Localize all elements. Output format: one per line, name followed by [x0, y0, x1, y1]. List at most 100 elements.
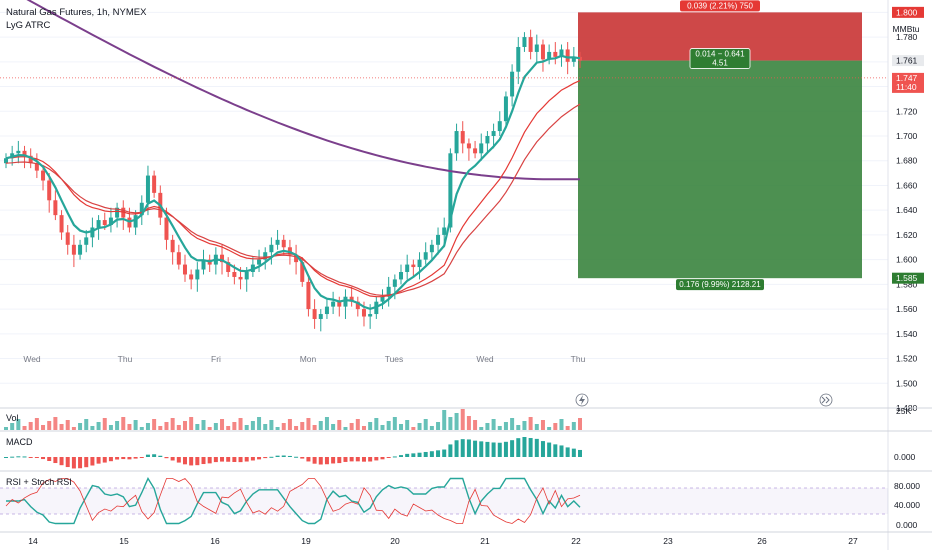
macd-bar: [380, 457, 384, 459]
candle-body: [492, 131, 496, 136]
macd-bar: [109, 457, 113, 461]
macd-bar: [362, 457, 366, 462]
volume-bar: [146, 423, 150, 430]
candle-body: [41, 171, 45, 181]
volume-bar: [362, 426, 366, 430]
volume-bar: [269, 420, 273, 430]
volume-bar: [393, 417, 397, 430]
macd-bar: [541, 441, 545, 457]
volume-bar: [171, 418, 175, 430]
candle-body: [171, 240, 175, 252]
candle-body: [313, 309, 317, 319]
volume-bar: [29, 422, 33, 430]
macd-bar: [300, 457, 304, 459]
volume-bar: [72, 427, 76, 430]
volume-bar: [350, 423, 354, 430]
volume-axis-label: 25K: [896, 406, 911, 416]
macd-bar: [183, 457, 187, 464]
macd-bar: [553, 444, 557, 457]
chart-header: Natural Gas Futures, 1h, NYMEX LyG ATRC: [6, 6, 146, 32]
volume-bar: [547, 427, 551, 430]
lightning-icon[interactable]: [576, 394, 588, 406]
rsi-band: [0, 488, 888, 514]
volume-bar: [306, 418, 310, 430]
macd-bar: [245, 457, 249, 462]
volume-bar: [10, 423, 14, 430]
macd-bar: [195, 457, 199, 465]
volume-bar: [23, 426, 27, 430]
macd-bar: [90, 457, 94, 466]
macd-bar: [510, 440, 514, 457]
volume-bar: [115, 421, 119, 430]
macd-bar: [319, 457, 323, 465]
macd-bar: [164, 457, 168, 458]
volume-bar: [331, 424, 335, 430]
candle-body: [232, 272, 236, 277]
macd-bar: [350, 457, 354, 461]
volume-bar: [473, 420, 477, 430]
macd-bar: [269, 457, 273, 458]
volume-bar: [127, 424, 131, 430]
target-label[interactable]: 0.176 (9.99%) 2128.21: [676, 279, 764, 290]
macd-bar: [479, 441, 483, 457]
candle-body: [78, 245, 82, 255]
volume-bar: [97, 422, 101, 430]
volume-bar: [300, 422, 304, 430]
candle-body: [504, 96, 508, 121]
day-label: Thu: [118, 354, 133, 364]
volume-bar: [214, 423, 218, 430]
macd-bar: [189, 457, 193, 465]
macd-bar: [442, 450, 446, 457]
date-label: 26: [757, 536, 767, 546]
candle-body: [177, 252, 181, 264]
volume-bar: [498, 426, 502, 430]
macd-bar: [66, 457, 70, 467]
volume-bar: [66, 420, 70, 430]
volume-bar: [405, 420, 409, 430]
volume-bar: [553, 423, 557, 430]
entry-label[interactable]: 0.014 − 0.641 4.51: [690, 49, 750, 69]
macd-bar: [103, 457, 107, 463]
volume-bar: [325, 417, 329, 430]
date-axis[interactable]: 141516192021222324252627: [28, 536, 932, 546]
price-tick-label: 1.540: [896, 329, 918, 339]
macd-bar: [387, 457, 391, 458]
date-label: 20: [390, 536, 400, 546]
macd-bar: [492, 442, 496, 457]
macd-bar: [356, 457, 360, 461]
indicator-title: LyG ATRC: [6, 19, 146, 32]
stop-label[interactable]: 0.039 (2.21%) 750: [680, 0, 760, 11]
price-axis[interactable]: USD MMBtu 1.8001.7801.7601.7401.7201.700…: [888, 0, 932, 550]
macd-bar: [368, 457, 372, 462]
macd-bar: [232, 457, 236, 462]
rsi-axis-40: 40.000: [894, 500, 920, 510]
macd-bar: [306, 457, 310, 461]
volume-bar: [380, 425, 384, 430]
fast-forward-icon[interactable]: [820, 394, 832, 406]
macd-bar: [208, 457, 212, 463]
volume-bar: [121, 417, 125, 430]
volume-bar: [257, 417, 261, 430]
volume-bar: [47, 421, 51, 430]
macd-bar: [202, 457, 206, 464]
volume-bar: [504, 422, 508, 430]
symbol-title: Natural Gas Futures, 1h, NYMEX: [6, 6, 146, 19]
take-profit-zone[interactable]: [578, 61, 862, 279]
volume-bar: [251, 421, 255, 430]
macd-bar: [4, 457, 8, 458]
candle-body: [498, 121, 502, 131]
volume-bar: [522, 421, 526, 430]
macd-bar: [467, 439, 471, 457]
price-tick-label: 1.700: [896, 131, 918, 141]
macd-bar: [578, 450, 582, 457]
volume-bar: [220, 419, 224, 430]
volume-bar: [78, 423, 82, 430]
macd-bar: [498, 443, 502, 457]
candle-body: [430, 245, 434, 252]
macd-bar: [214, 457, 218, 462]
volume-bar: [559, 419, 563, 430]
volume-bar: [337, 420, 341, 430]
macd-pane[interactable]: [4, 437, 582, 468]
volume-pane[interactable]: [4, 409, 582, 430]
